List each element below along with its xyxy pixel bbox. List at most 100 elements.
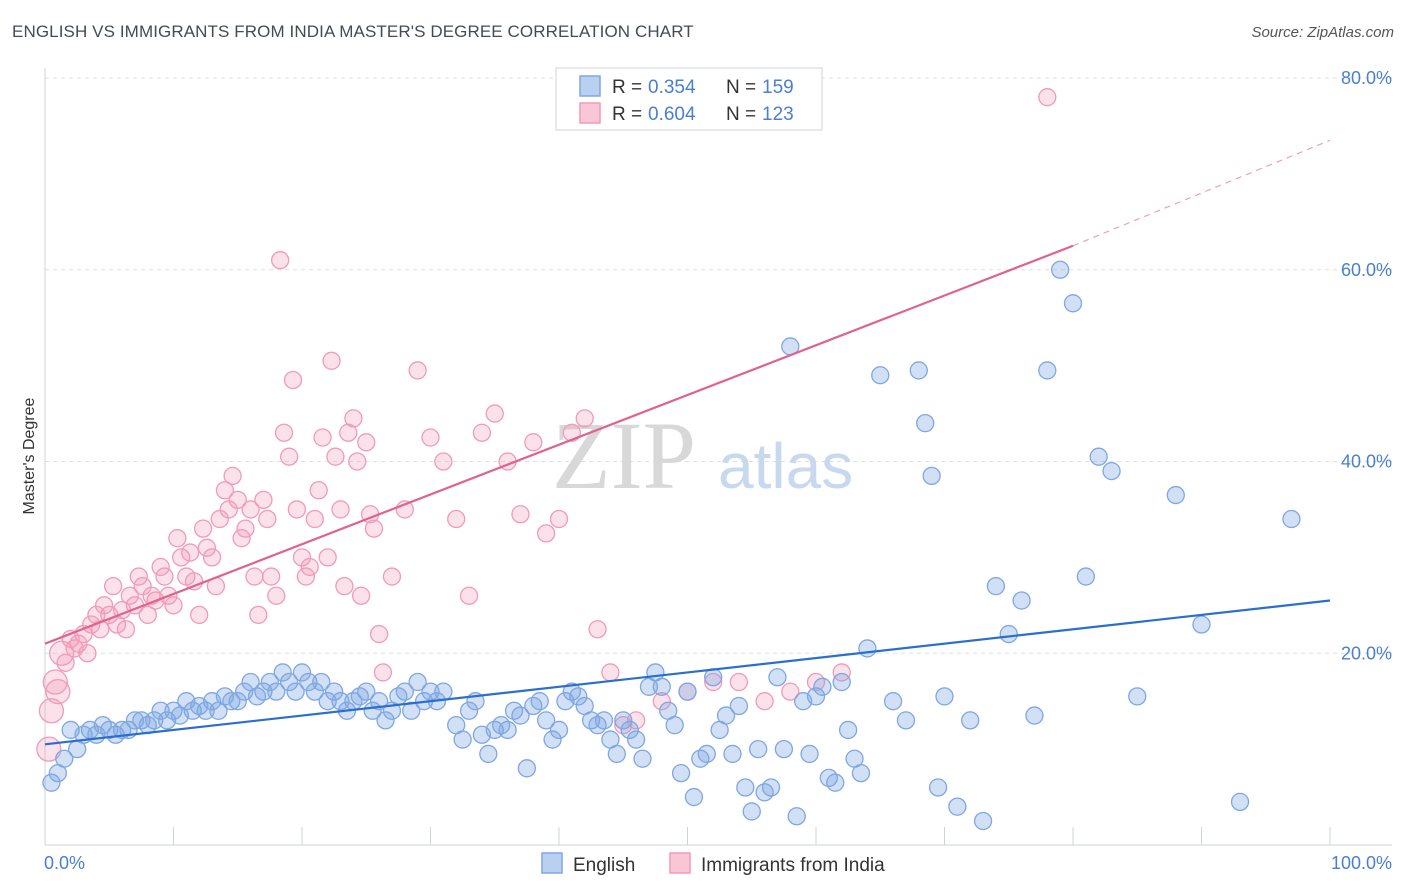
point-english-125 (851, 763, 871, 783)
point-india-10 (78, 644, 97, 663)
trend-line-india (44, 244, 1074, 645)
point-english-63 (453, 730, 472, 749)
series-english-points (42, 260, 1301, 831)
point-english-128 (883, 692, 903, 711)
point-english-143 (1051, 260, 1070, 279)
stats-legend: R = 0.354 N = 159 R = 0.604 N = 123 (555, 67, 823, 131)
point-india-11 (82, 615, 101, 634)
point-english-113 (774, 739, 794, 759)
point-india-68 (326, 447, 345, 466)
point-english-39 (292, 663, 312, 682)
point-english-61 (434, 682, 453, 701)
y-tick-label-1: 40.0% (1341, 452, 1392, 472)
point-english-117 (800, 744, 819, 764)
point-english-45 (331, 692, 350, 711)
point-india-91 (524, 433, 543, 452)
point-english-29 (228, 692, 247, 711)
point-english-73 (517, 759, 537, 778)
trend-line-india-extension (1072, 139, 1331, 247)
point-english-137 (973, 811, 993, 831)
point-india-83 (421, 428, 440, 447)
point-india-37 (193, 519, 213, 538)
point-india-69 (331, 500, 350, 519)
point-english-81 (569, 687, 588, 706)
point-india-86 (459, 586, 479, 605)
point-india-103 (729, 672, 749, 692)
point-india-14 (94, 596, 114, 615)
point-english-40 (299, 672, 318, 692)
point-english-90 (626, 730, 646, 749)
point-english-28 (222, 692, 241, 711)
point-india-78 (369, 624, 389, 644)
point-english-91 (633, 749, 652, 768)
trend-line-english (44, 599, 1331, 746)
point-english-127 (871, 366, 890, 385)
point-india-57 (279, 447, 299, 466)
point-india-3 (45, 678, 71, 705)
point-english-119 (813, 677, 832, 696)
point-india-80 (382, 567, 402, 586)
point-india-84 (434, 452, 453, 471)
point-english-17 (151, 701, 170, 720)
y-tick-label-3: 80.0% (1341, 68, 1392, 88)
point-english-76 (537, 711, 556, 730)
point-india-42 (215, 481, 235, 500)
point-english-64 (459, 701, 479, 720)
point-english-78 (549, 720, 569, 740)
point-english-104 (716, 706, 736, 725)
point-english-85 (594, 711, 614, 730)
point-english-142 (1038, 361, 1057, 380)
point-india-93 (549, 509, 569, 529)
point-english-52 (376, 711, 395, 730)
point-english-36 (273, 663, 292, 682)
point-india-48 (241, 500, 260, 519)
point-india-1 (38, 698, 65, 724)
point-india-59 (287, 500, 307, 519)
point-english-72 (511, 706, 530, 725)
point-india-2 (42, 669, 68, 695)
axes (44, 68, 1392, 846)
point-india-54 (267, 586, 286, 605)
point-english-129 (896, 711, 916, 730)
point-india-92 (537, 524, 556, 543)
point-english-105 (723, 744, 742, 764)
point-india-87 (472, 423, 492, 442)
point-india-55 (271, 251, 290, 270)
point-india-16 (103, 576, 123, 596)
y-tick-label-2: 60.0% (1341, 260, 1392, 280)
point-english-138 (986, 576, 1006, 596)
point-india-71 (339, 423, 358, 442)
series-india-points (36, 88, 1057, 762)
point-english-106 (729, 696, 749, 716)
point-india-97 (601, 663, 620, 682)
point-india-65 (313, 428, 332, 447)
point-india-27 (151, 557, 170, 577)
point-english-136 (961, 711, 980, 730)
point-english-38 (286, 682, 305, 701)
point-english-148 (1128, 687, 1147, 706)
point-india-107 (832, 663, 851, 682)
point-english-126 (858, 639, 877, 658)
point-english-33 (254, 682, 273, 701)
point-india-96 (588, 620, 607, 639)
point-india-63 (305, 509, 325, 529)
point-english-118 (806, 687, 826, 706)
point-india-24 (138, 605, 157, 625)
point-english-109 (749, 739, 768, 759)
point-english-41 (305, 682, 325, 701)
y-axis-label: Master's Degree (21, 397, 38, 514)
point-india-72 (344, 409, 363, 428)
point-india-58 (283, 370, 303, 390)
chart-title: ENGLISH VS IMMIGRANTS FROM INDIA MASTER'… (12, 22, 694, 41)
point-english-55 (395, 682, 414, 701)
point-india-32 (172, 548, 191, 567)
point-english-132 (922, 466, 941, 486)
point-english-115 (787, 807, 806, 826)
point-india-39 (202, 548, 222, 567)
point-india-20 (120, 586, 139, 605)
point-english-122 (832, 672, 851, 692)
point-english-35 (267, 682, 286, 701)
point-india-90 (511, 505, 530, 524)
point-english-67 (479, 744, 498, 764)
